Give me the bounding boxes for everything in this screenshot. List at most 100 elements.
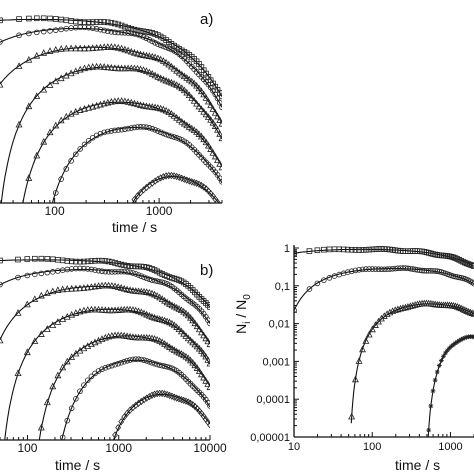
panel-b-series-2-point — [114, 283, 122, 290]
panel-a-series-3-point — [145, 68, 153, 76]
panel-a-series-5-point — [118, 126, 125, 133]
panel-b-series-0-point — [115, 260, 121, 267]
panel-a-series-5-point — [58, 176, 64, 182]
panel-a-series-1-point — [155, 41, 161, 47]
panel-b-series-1-point — [44, 269, 51, 276]
panel-a-series-5-point — [81, 141, 88, 148]
panel-a-series-3-point — [211, 122, 219, 129]
panel-b-series-0-point — [15, 256, 21, 263]
panel-b-series-3-point — [87, 305, 95, 313]
panel-a-series-3-point — [81, 64, 88, 72]
panel-a-series-5-point — [128, 125, 135, 131]
panel-a-series-0-point — [40, 15, 47, 22]
panel-a-series-3-point — [190, 96, 198, 104]
panel-a-series-4-point — [134, 100, 141, 108]
panel-a-series-1-point — [33, 29, 40, 36]
panel-b-series-2-point — [105, 281, 113, 289]
panel-a-series-1-point — [16, 32, 22, 39]
panel-b-series-1-point — [132, 271, 139, 277]
panel-a-series-6-point — [131, 195, 138, 203]
panel-b-series-4-fit — [38, 335, 210, 440]
panel-b-series-2-point — [200, 331, 208, 339]
panel-a-series-1-point — [118, 29, 125, 36]
panel-c-series-1-point — [314, 280, 321, 287]
panel-a-series-3-point — [76, 65, 84, 73]
panel-c-ylabel-sub-i: i — [242, 321, 253, 323]
panel-a-series-3-point — [93, 62, 101, 70]
panel-a-series-2-point — [104, 43, 112, 50]
panel-a-series-0-point — [149, 30, 156, 36]
panel-a-series-3-point — [193, 99, 201, 107]
panel-a-series-1-point — [146, 37, 153, 43]
panel-b-series-3-point — [140, 309, 148, 317]
panel-a-series-6-point — [200, 183, 207, 191]
panel-a-series-1-point — [128, 30, 135, 37]
panel-b-series-6-fit — [112, 393, 210, 440]
panel-b-series-2-point — [37, 291, 45, 299]
panel-b-series-3-point — [23, 348, 31, 356]
panel-a-series-1-point — [77, 24, 84, 31]
panel-a-series-0-point — [152, 31, 158, 37]
panel-c-y-tick-label: 0,01 — [269, 319, 290, 331]
panel-c-series-2-point — [394, 305, 402, 313]
panel-b-series-5-point — [207, 403, 210, 409]
panel-a-series-3-point — [137, 65, 144, 73]
panel-a-series-1-point — [105, 28, 111, 35]
panel-c-series-3-point — [428, 403, 434, 409]
panel-a-series-5-point — [146, 125, 153, 131]
panel-a-series-2-point — [15, 62, 23, 69]
panel-c-series-0-point — [369, 246, 376, 253]
panel-c-series-1-point — [306, 286, 313, 292]
panel-c-series-0-point — [363, 247, 369, 253]
panel-c-series-0-point — [294, 250, 297, 257]
panel-b-series-5-point — [77, 388, 83, 395]
panel-a-series-4-point — [185, 123, 193, 130]
panel-c-series-2-point — [386, 308, 394, 316]
panel-b-series-5-point — [130, 356, 136, 363]
panel-b-series-1-point — [141, 274, 147, 281]
panel-a-series-3-point — [46, 81, 54, 88]
panel-a-series-5-point — [68, 158, 74, 164]
panel-a-series-4-point — [46, 128, 54, 136]
panel-b-series-1-point — [159, 279, 165, 286]
panel-b-series-3-point — [59, 315, 67, 323]
panel-a-series-2-point — [89, 44, 97, 52]
panel-a-series-4-point — [72, 107, 80, 115]
panel-a-series-3-point — [85, 63, 93, 71]
panel-b-series-1-point — [99, 268, 105, 275]
panel-b-series-5-point — [115, 360, 121, 367]
panel-a-series-3-point — [216, 130, 222, 137]
panel-b-series-5-point — [124, 357, 130, 364]
panel-b-series-3-point — [198, 347, 205, 354]
panel-b-series-3-point — [101, 306, 109, 314]
panel-b-series-2-point — [193, 322, 201, 330]
panel-b-series-1-point — [118, 268, 124, 275]
panel-a-series-2-point — [200, 90, 208, 98]
panel-c-series-1-point — [434, 268, 441, 275]
panel-c-series-0-point — [306, 248, 313, 254]
panel-a-series-5-point — [97, 130, 104, 137]
panel-b-series-1-point — [95, 267, 102, 274]
panel-b-series-1-point — [138, 273, 145, 279]
panel-a-series-0-point — [134, 27, 141, 34]
panel-a-series-2-point — [81, 44, 88, 52]
panel-a-series-2-point — [190, 79, 198, 87]
panel-a-series-2-point — [52, 45, 60, 53]
panel-a-series-3-point — [52, 77, 60, 85]
panel-b-series-3-point — [49, 321, 57, 329]
panel-b-series-2-point — [182, 309, 190, 317]
panel-a-series-0-point — [115, 21, 122, 28]
panel-a-series-4-point — [190, 126, 198, 134]
panel-c-series-1-point — [294, 307, 297, 314]
panel-c-series-2-point — [368, 325, 376, 333]
panel-a-series-2-point — [62, 44, 70, 52]
panel-a-series-5-point — [77, 146, 84, 152]
panel-a-series-0-point — [101, 19, 107, 25]
panel-a-series-4-point — [195, 130, 203, 137]
panel-b-series-0-point — [109, 259, 115, 265]
panel-b-series-1-point — [115, 268, 121, 275]
panel-a-series-2-point — [40, 49, 48, 56]
panel-c-series-0-point — [458, 257, 464, 264]
panel-a-series-6-point — [214, 198, 221, 203]
panel-c-series-2-point — [371, 321, 379, 328]
